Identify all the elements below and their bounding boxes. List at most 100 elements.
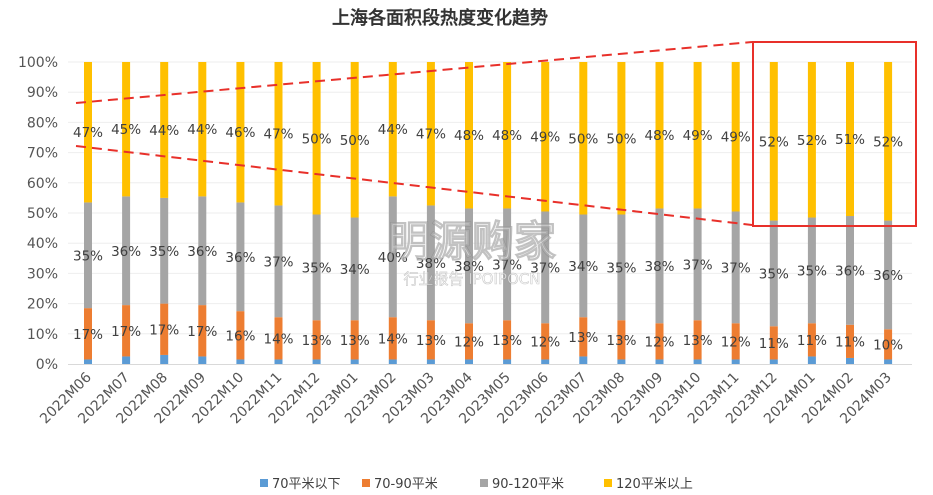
- y-tick-label: 60%: [27, 176, 58, 192]
- bar-segment: [769, 62, 778, 221]
- bar-segment: [465, 359, 473, 364]
- data-label: 17%: [149, 322, 179, 338]
- bar-segment: [160, 62, 169, 198]
- data-label: 38%: [644, 259, 674, 275]
- trend-line-lower: [75, 145, 753, 226]
- data-label: 52%: [873, 134, 903, 150]
- bar-segment: [884, 359, 893, 364]
- x-axis: 2022M062022M072022M082022M092022M102022M…: [37, 369, 895, 427]
- chart-title: 上海各面积段热度变化趋势: [332, 7, 548, 29]
- bar-segment: [198, 196, 207, 306]
- data-label: 13%: [302, 333, 332, 349]
- bar-segment: [731, 323, 740, 360]
- data-label: 12%: [530, 334, 560, 350]
- bar-segment: [426, 359, 435, 364]
- data-label: 44%: [149, 123, 179, 139]
- bar-segment: [236, 311, 245, 360]
- y-tick-label: 80%: [27, 115, 58, 131]
- data-label: 35%: [302, 260, 332, 276]
- data-label: 46%: [225, 125, 255, 141]
- bar-segment: [122, 305, 131, 357]
- legend-label: 120平米以上: [616, 477, 693, 492]
- bar-segment: [617, 320, 626, 360]
- data-label: 13%: [492, 333, 522, 349]
- bar-segment: [388, 317, 397, 360]
- bar-segment: [274, 205, 283, 318]
- data-label: 36%: [187, 244, 217, 260]
- bar-segment: [541, 211, 550, 324]
- trend-line-upper: [75, 41, 753, 104]
- bar-segment: [579, 62, 588, 215]
- bar-segment: [769, 359, 778, 364]
- data-label: 49%: [683, 128, 713, 144]
- bar-segment: [846, 62, 854, 217]
- data-label: 36%: [111, 244, 141, 260]
- bar-segment: [426, 320, 435, 360]
- bar-segment: [84, 359, 92, 364]
- data-label: 50%: [340, 133, 370, 149]
- bar-segment: [312, 359, 321, 364]
- bar-segment: [274, 62, 283, 206]
- bar-segment: [617, 62, 626, 215]
- data-label: 35%: [606, 260, 636, 276]
- legend-swatch: [480, 479, 488, 487]
- bar-segment: [503, 320, 512, 360]
- data-label: 12%: [721, 334, 751, 350]
- bar-segment: [503, 208, 512, 321]
- bar-segment: [731, 211, 740, 324]
- data-label: 34%: [340, 262, 370, 278]
- data-label: 49%: [721, 130, 751, 146]
- bar-segment: [465, 208, 473, 324]
- data-label: 37%: [721, 260, 751, 276]
- data-label: 13%: [416, 333, 446, 349]
- bar-segment: [807, 356, 816, 364]
- bar-segment: [693, 359, 702, 364]
- bar-segment: [350, 320, 359, 360]
- bar-segment: [655, 208, 664, 324]
- data-label: 17%: [111, 324, 141, 340]
- bar-segment: [426, 205, 435, 321]
- data-label: 40%: [378, 250, 408, 266]
- data-label: 11%: [835, 334, 865, 350]
- data-label: 37%: [492, 257, 522, 273]
- y-tick-label: 40%: [27, 236, 58, 252]
- bar-segment: [541, 62, 550, 212]
- data-labels: 17% 35% 47% 17% 36% 45% 17% 35% 44% 17% 36% 44% 16% 3…: [73, 122, 903, 353]
- bars: [84, 62, 893, 364]
- bar-segment: [236, 202, 245, 312]
- bar-segment: [312, 62, 321, 215]
- bar-segment: [693, 320, 702, 360]
- data-label: 14%: [263, 331, 293, 347]
- bar-segment: [503, 62, 512, 209]
- bar-segment: [122, 196, 131, 306]
- bar-segment: [846, 357, 854, 364]
- data-label: 11%: [759, 336, 789, 352]
- data-label: 47%: [73, 125, 103, 141]
- bar-segment: [198, 356, 207, 364]
- bar-segment: [769, 326, 778, 360]
- annotations: [75, 41, 917, 227]
- data-label: 44%: [378, 122, 408, 138]
- data-label: 37%: [263, 254, 293, 270]
- highlight-box: [752, 41, 917, 227]
- data-label: 37%: [683, 257, 713, 273]
- data-label: 49%: [530, 130, 560, 146]
- data-label: 47%: [416, 127, 446, 143]
- data-label: 37%: [530, 260, 560, 276]
- bar-segment: [846, 324, 854, 358]
- data-label: 34%: [568, 259, 598, 275]
- bar-segment: [693, 62, 702, 209]
- data-label: 45%: [111, 122, 141, 138]
- bar-segment: [84, 202, 92, 309]
- bar-segment: [160, 303, 169, 355]
- legend: 70平米以下 70-90平米 90-120平米 120平米以上: [260, 477, 693, 492]
- y-tick-label: 50%: [27, 206, 58, 222]
- bar-segment: [693, 208, 702, 321]
- data-label: 13%: [606, 333, 636, 349]
- bar-segment: [655, 323, 664, 360]
- bar-segment: [198, 305, 207, 357]
- bar-segment: [617, 359, 626, 364]
- data-label: 35%: [73, 248, 103, 264]
- data-label: 48%: [644, 128, 674, 144]
- bar-segment: [388, 62, 397, 197]
